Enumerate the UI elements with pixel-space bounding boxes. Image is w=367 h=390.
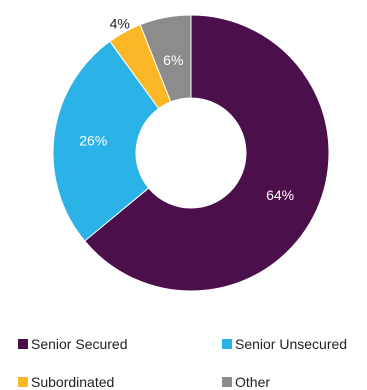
donut-slice-other [139,14,192,103]
donut-slice-senior-secured [83,14,330,292]
legend-item-other: Other [222,374,270,390]
legend-label-other: Other [235,374,271,390]
legend-label-subordinated: Subordinated [31,374,115,390]
data-label-other: 6% [163,52,183,68]
data-label-subordinated: 4% [110,15,130,31]
data-label-senior-secured: 64% [266,187,294,203]
legend-label-senior-unsecured: Senior Unsecured [235,336,348,352]
legend-swatch-senior-secured [18,339,28,349]
legend-swatch-senior-unsecured [222,339,232,349]
legend-swatch-other [222,377,232,387]
donut-chart: 64% 26% 4% 6% [52,14,330,292]
legend-swatch-subordinated [18,377,28,387]
legend-item-senior-secured: Senior Secured [18,336,128,352]
legend-item-subordinated: Subordinated [18,374,114,390]
legend-label-senior-secured: Senior Secured [31,336,128,352]
legend-item-senior-unsecured: Senior Unsecured [222,336,347,352]
data-label-senior-unsecured: 26% [79,133,107,149]
donut-slice-senior-unsecured [52,40,160,242]
